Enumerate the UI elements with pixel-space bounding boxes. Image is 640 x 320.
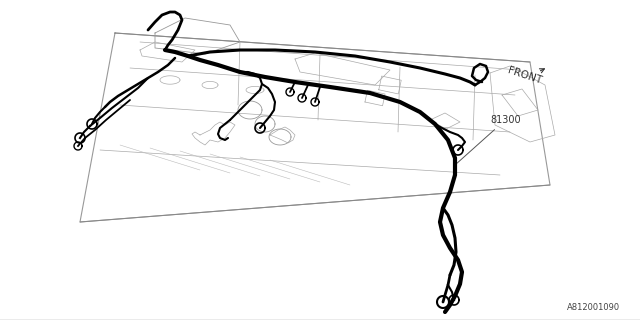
Text: 81300: 81300 <box>457 115 520 163</box>
Text: A812001090: A812001090 <box>567 303 620 312</box>
Text: FRONT: FRONT <box>506 66 543 86</box>
